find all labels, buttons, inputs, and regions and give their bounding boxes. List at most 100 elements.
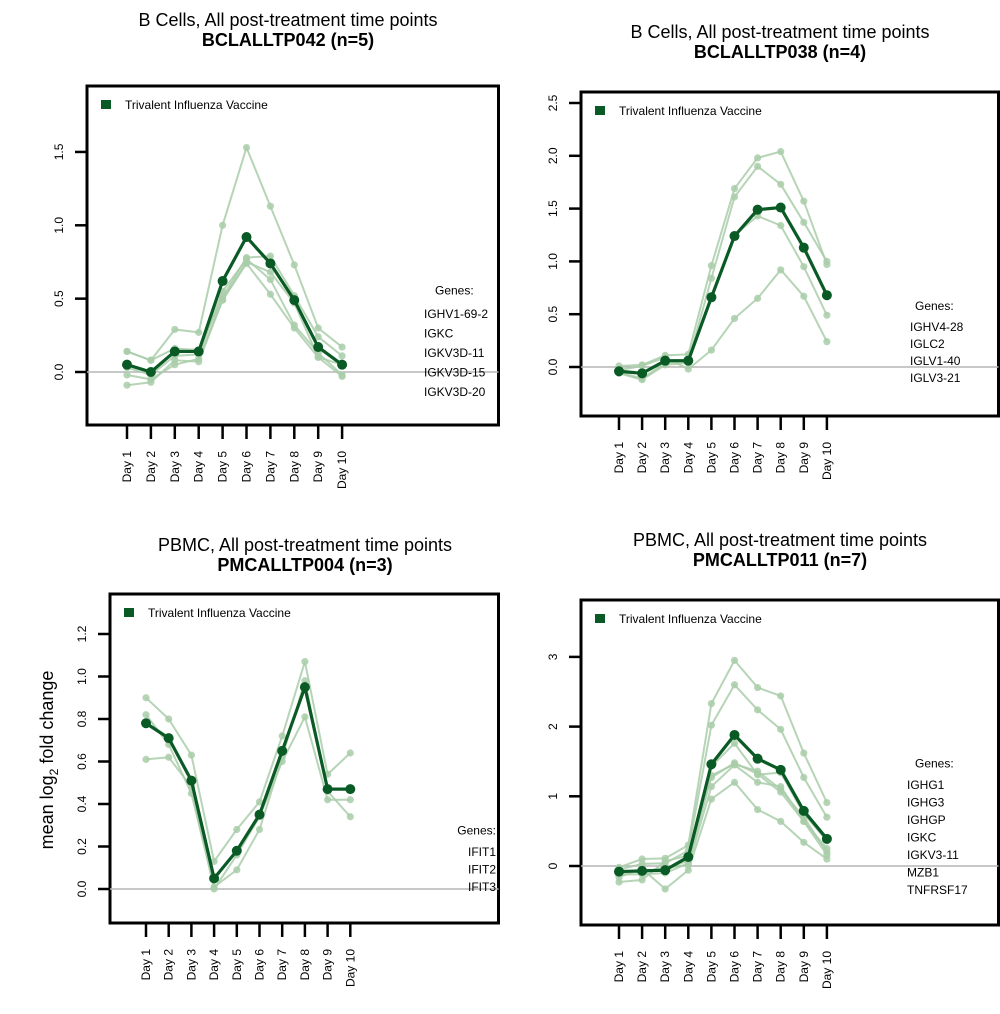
gene-series-point bbox=[754, 294, 762, 302]
mean-series-point bbox=[277, 745, 288, 756]
gene-series-point bbox=[777, 180, 785, 188]
gene-series-point bbox=[661, 857, 669, 865]
gene-name: IFIT1 bbox=[468, 845, 496, 859]
genes-heading: Genes: bbox=[915, 757, 954, 771]
gene-series-point bbox=[266, 202, 274, 210]
gene-series-point bbox=[314, 333, 322, 341]
mean-series-point bbox=[706, 292, 717, 303]
gene-name: IGKV3D-11 bbox=[424, 346, 485, 360]
gene-series-point bbox=[233, 825, 241, 834]
gene-series-point bbox=[346, 813, 354, 821]
genes-heading: Genes: bbox=[435, 284, 474, 298]
gene-series-point bbox=[777, 147, 785, 156]
x-tick-label: Day 7 bbox=[751, 951, 765, 983]
gene-series-point bbox=[338, 352, 346, 360]
x-tick-label: Day 6 bbox=[728, 951, 742, 983]
gene-series-point bbox=[195, 328, 203, 336]
gene-series-line bbox=[145, 680, 352, 889]
mean-series-point bbox=[637, 368, 648, 379]
legend-swatch bbox=[101, 100, 111, 109]
gene-series-point bbox=[777, 692, 785, 700]
mean-series-point bbox=[163, 733, 174, 744]
plot-frame bbox=[579, 598, 1000, 927]
gene-series-point bbox=[233, 866, 241, 874]
y-tick-label: 2.5 bbox=[546, 94, 560, 111]
gene-series-point bbox=[266, 252, 274, 260]
x-tick-label: Day 5 bbox=[704, 442, 718, 474]
gene-series-point bbox=[800, 817, 808, 825]
gene-series-line bbox=[618, 164, 828, 380]
gene-series-point bbox=[730, 778, 739, 786]
gene-series-point bbox=[171, 356, 179, 364]
gene-series-point bbox=[777, 817, 785, 825]
y-tick-label: 1.5 bbox=[546, 200, 560, 217]
x-tick-label: Day 6 bbox=[253, 949, 267, 981]
chart-panel-4: PBMC, All post-treatment time pointsPMCA… bbox=[546, 530, 1000, 989]
gene-name: IGKV3-11 bbox=[907, 848, 959, 862]
chart-subtitle: BCLALLTP038 (n=4) bbox=[694, 42, 866, 62]
x-tick-label: Day 9 bbox=[311, 451, 325, 483]
mean-series-point bbox=[752, 204, 763, 215]
mean-series-point bbox=[209, 873, 220, 884]
y-tick-label: 2 bbox=[546, 723, 560, 730]
gene-series-point bbox=[707, 699, 716, 708]
mean-series-point bbox=[217, 276, 228, 287]
gene-series-point bbox=[754, 770, 762, 778]
mean-series-point bbox=[322, 784, 333, 795]
chart-title: B Cells, All post-treatment time points bbox=[630, 22, 929, 42]
gene-series-line bbox=[126, 257, 343, 377]
mean-series-point bbox=[729, 729, 740, 740]
gene-series-line bbox=[618, 683, 828, 871]
y-tick-label: 0.0 bbox=[75, 880, 89, 897]
mean-series-line bbox=[618, 732, 829, 874]
x-tick-label: Day 10 bbox=[820, 442, 834, 480]
x-tick-label: Day 7 bbox=[263, 451, 277, 483]
genes-heading: Genes: bbox=[457, 824, 496, 838]
x-tick-label: Day 7 bbox=[275, 949, 289, 981]
mean-series-point bbox=[169, 346, 180, 357]
chart-subtitle: BCLALLTP042 (n=5) bbox=[202, 30, 374, 50]
gene-series-point bbox=[210, 885, 218, 893]
gene-series-point bbox=[707, 795, 716, 803]
y-tick-label: 0.5 bbox=[546, 306, 560, 323]
mean-series-point bbox=[637, 865, 648, 876]
mean-series-line bbox=[618, 205, 829, 375]
x-tick-label: Day 8 bbox=[774, 951, 788, 983]
gene-series-point bbox=[165, 715, 173, 723]
gene-series-point bbox=[242, 143, 251, 152]
plot-frame bbox=[85, 84, 500, 427]
gene-name: TNFRSF17 bbox=[907, 883, 968, 897]
mean-series-point bbox=[706, 759, 717, 770]
gene-series-point bbox=[278, 732, 286, 740]
gene-series-line bbox=[126, 144, 343, 362]
x-tick-label: Day 4 bbox=[681, 951, 695, 983]
y-tick-label: 1.0 bbox=[75, 668, 89, 685]
gene-series-point bbox=[707, 262, 716, 270]
gene-series-line bbox=[126, 255, 343, 362]
x-tick-label: Day 3 bbox=[658, 442, 672, 474]
mean-series-point bbox=[254, 809, 265, 820]
gene-name: IGKV3D-15 bbox=[424, 366, 486, 380]
gene-series-point bbox=[754, 683, 762, 692]
gene-series-point bbox=[730, 193, 739, 201]
gene-series-point bbox=[730, 184, 739, 193]
mean-series-point bbox=[752, 753, 763, 764]
gene-series-point bbox=[123, 381, 131, 389]
gene-series-point bbox=[754, 805, 762, 814]
mean-series-point bbox=[193, 346, 204, 357]
gene-series-point bbox=[338, 343, 346, 351]
x-tick-label: Day 1 bbox=[612, 951, 626, 983]
mean-series-point bbox=[313, 342, 324, 353]
x-tick-label: Day 2 bbox=[635, 442, 649, 474]
gene-series-point bbox=[301, 658, 309, 666]
mean-series-line bbox=[126, 234, 344, 374]
mean-series-point bbox=[729, 231, 740, 242]
gene-series-point bbox=[777, 782, 785, 791]
y-tick-label: 0 bbox=[546, 862, 560, 869]
gene-series-point bbox=[800, 292, 808, 300]
plot-frame bbox=[579, 90, 1000, 418]
gene-name: IGLV3-21 bbox=[910, 371, 961, 385]
mean-series-point bbox=[775, 202, 786, 213]
mean-series-point bbox=[289, 295, 300, 306]
